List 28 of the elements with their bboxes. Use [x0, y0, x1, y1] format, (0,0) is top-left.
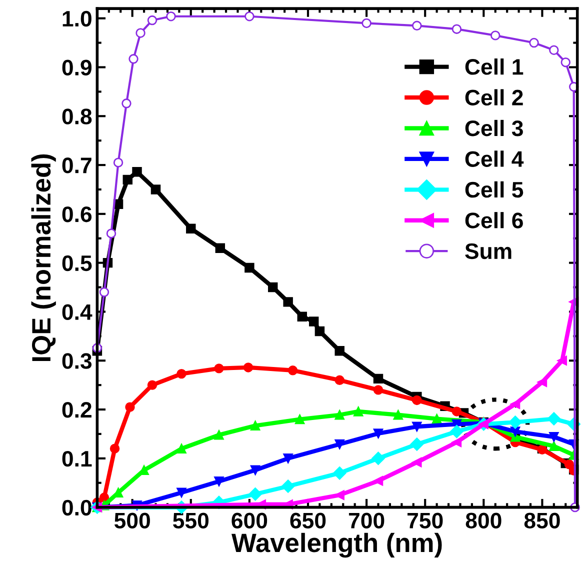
- legend-label: Cell 5: [465, 181, 524, 198]
- y-tick-label: 1.0: [62, 10, 92, 27]
- x-tick-label: 850: [524, 512, 560, 528]
- legend-label: Cell 2: [465, 89, 523, 106]
- y-tick-label: 0.8: [62, 108, 92, 124]
- x-tick-label: 650: [290, 512, 326, 528]
- x-axis-title: Wavelength (nm): [232, 532, 442, 558]
- y-tick-label: 0.1: [62, 450, 92, 467]
- y-tick-label: 0.3: [62, 353, 92, 369]
- x-tick-label: 750: [408, 512, 443, 528]
- y-tick-label: 0.4: [62, 304, 92, 320]
- x-tick-label: 500: [114, 512, 150, 528]
- y-axis-title: IQE (normalized): [31, 154, 56, 361]
- y-tick-label: 0.5: [62, 255, 92, 272]
- legend-label: Cell 4: [465, 150, 524, 167]
- x-tick-label: 550: [173, 512, 209, 528]
- y-tick-label: 0.0: [62, 500, 92, 516]
- x-tick-label: 600: [232, 512, 268, 528]
- y-tick-label: 0.9: [62, 60, 92, 76]
- legend-label: Cell 1: [465, 58, 524, 75]
- legend-label: Sum: [465, 243, 512, 260]
- y-tick-label: 0.6: [62, 206, 92, 222]
- y-tick-label: 0.7: [62, 158, 92, 174]
- legend-label: Cell 3: [465, 120, 523, 136]
- legend-label: Cell 6: [465, 212, 523, 228]
- y-tick-label: 0.2: [62, 402, 92, 418]
- x-tick-label: 800: [466, 512, 502, 528]
- x-tick-label: 700: [348, 512, 384, 528]
